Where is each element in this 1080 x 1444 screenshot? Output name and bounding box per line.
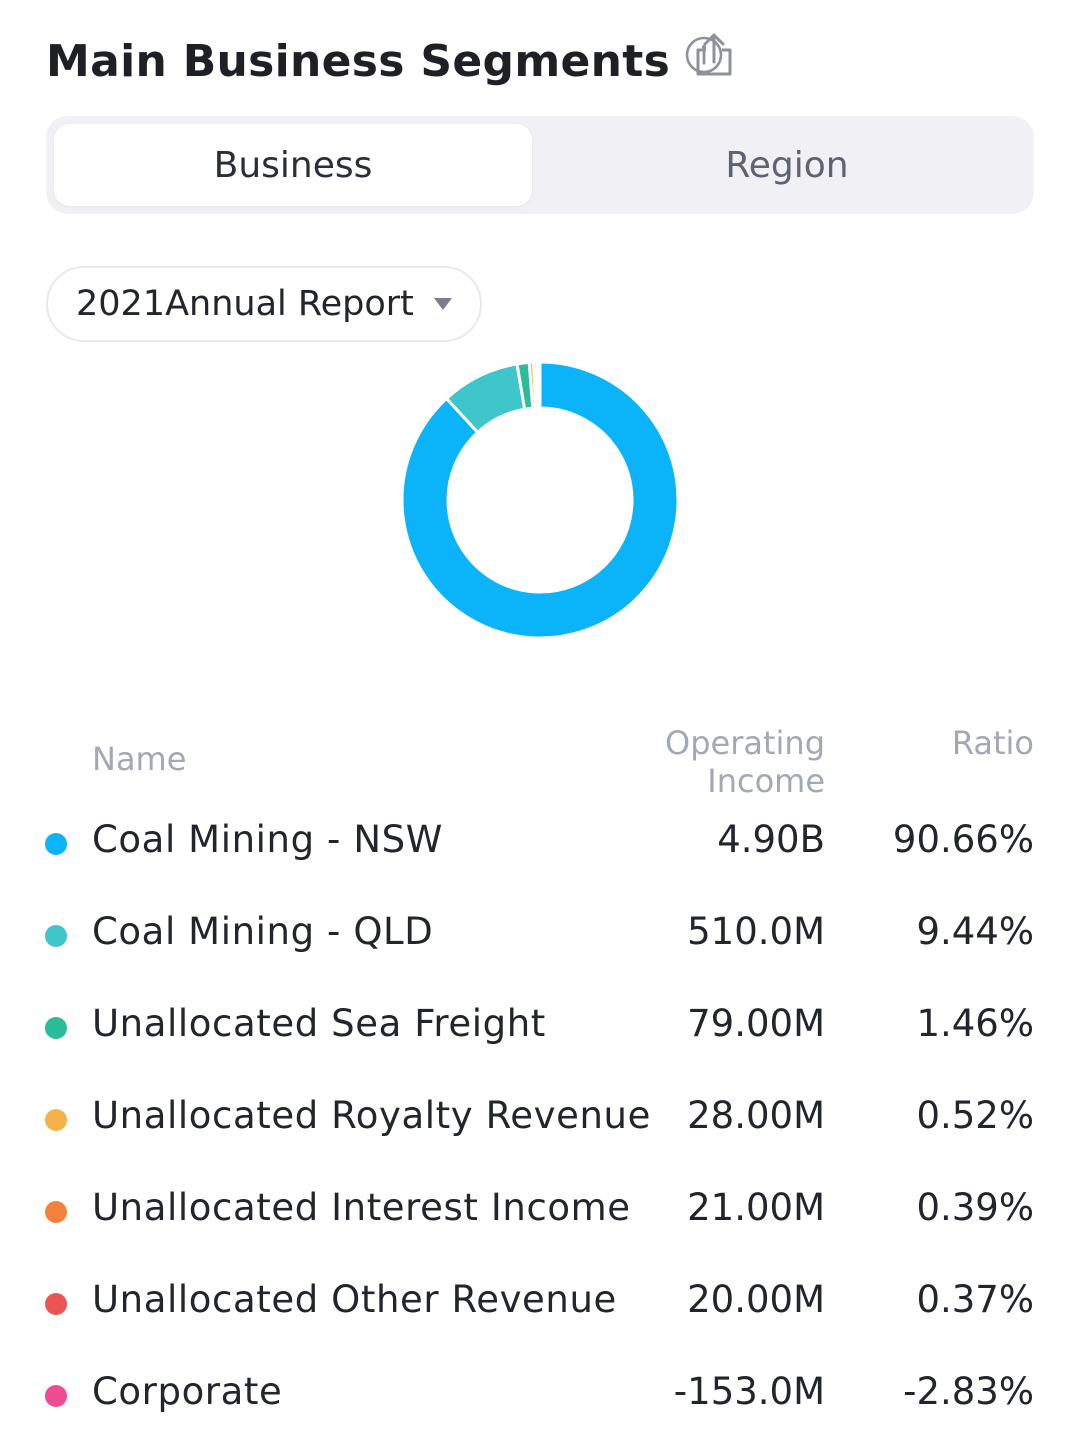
donut-slice-0 [400, 360, 680, 640]
row-name: Unallocated Sea Freight [92, 1002, 546, 1045]
row-name: Coal Mining - QLD [92, 910, 434, 953]
legend-dot [45, 833, 67, 855]
column-header-ratio: Ratio [951, 724, 1034, 762]
column-header-operating-income-line1: Operating [665, 724, 825, 762]
row-income: -153.0M [673, 1370, 825, 1413]
row-ratio: 0.39% [916, 1186, 1034, 1229]
row-ratio: 0.52% [916, 1094, 1034, 1137]
tab-region[interactable]: Region [725, 144, 849, 186]
tab-business[interactable]: Business [54, 124, 532, 206]
info-icon[interactable] [684, 35, 724, 75]
page-title: Main Business Segments [46, 35, 671, 87]
row-name: Unallocated Royalty Revenue [92, 1094, 651, 1137]
row-ratio: -2.83% [903, 1370, 1034, 1413]
row-ratio: 90.66% [892, 818, 1034, 861]
period-select[interactable]: 2021Annual Report [46, 266, 482, 342]
legend-dot [45, 1293, 67, 1315]
row-ratio: 9.44% [916, 910, 1034, 953]
row-income: 4.90B [717, 818, 825, 861]
row-name: Unallocated Interest Income [92, 1186, 631, 1229]
legend-dot [45, 1109, 67, 1131]
table-row[interactable]: Coal Mining - QLD 510.0M 9.44% [0, 890, 1080, 982]
donut-slice-5 [535, 360, 542, 410]
table-row[interactable]: Unallocated Royalty Revenue 28.00M 0.52% [0, 1074, 1080, 1166]
row-name: Corporate [92, 1370, 283, 1413]
row-income: 79.00M [687, 1002, 825, 1045]
table-row[interactable]: Coal Mining - NSW 4.90B 90.66% [0, 798, 1080, 890]
share-icon[interactable] [692, 32, 736, 78]
column-header-name: Name [92, 740, 187, 778]
row-name: Coal Mining - NSW [92, 818, 443, 861]
legend-dot [45, 1017, 67, 1039]
row-name: Unallocated Other Revenue [92, 1278, 617, 1321]
row-income: 510.0M [687, 910, 825, 953]
segment-control: Business Region [46, 116, 1034, 214]
table-row[interactable]: Unallocated Interest Income 21.00M 0.39% [0, 1166, 1080, 1258]
header: Main Business Segments [46, 30, 724, 92]
donut-chart [400, 360, 680, 640]
column-header-operating-income: Operating Income [625, 724, 825, 800]
table-row[interactable]: Unallocated Other Revenue 20.00M 0.37% [0, 1258, 1080, 1350]
table-row[interactable]: Corporate -153.0M -2.83% [0, 1350, 1080, 1442]
table-row[interactable]: Unallocated Sea Freight 79.00M 1.46% [0, 982, 1080, 1074]
legend-dot [45, 1201, 67, 1223]
legend-dot [45, 925, 67, 947]
row-ratio: 0.37% [916, 1278, 1034, 1321]
period-select-value: 2021Annual Report [76, 284, 414, 324]
column-header-operating-income-line2: Income [707, 762, 825, 800]
row-ratio: 1.46% [916, 1002, 1034, 1045]
legend-dot [45, 1385, 67, 1407]
row-income: 20.00M [687, 1278, 825, 1321]
row-income: 28.00M [687, 1094, 825, 1137]
row-income: 21.00M [687, 1186, 825, 1229]
caret-down-icon [433, 298, 452, 310]
